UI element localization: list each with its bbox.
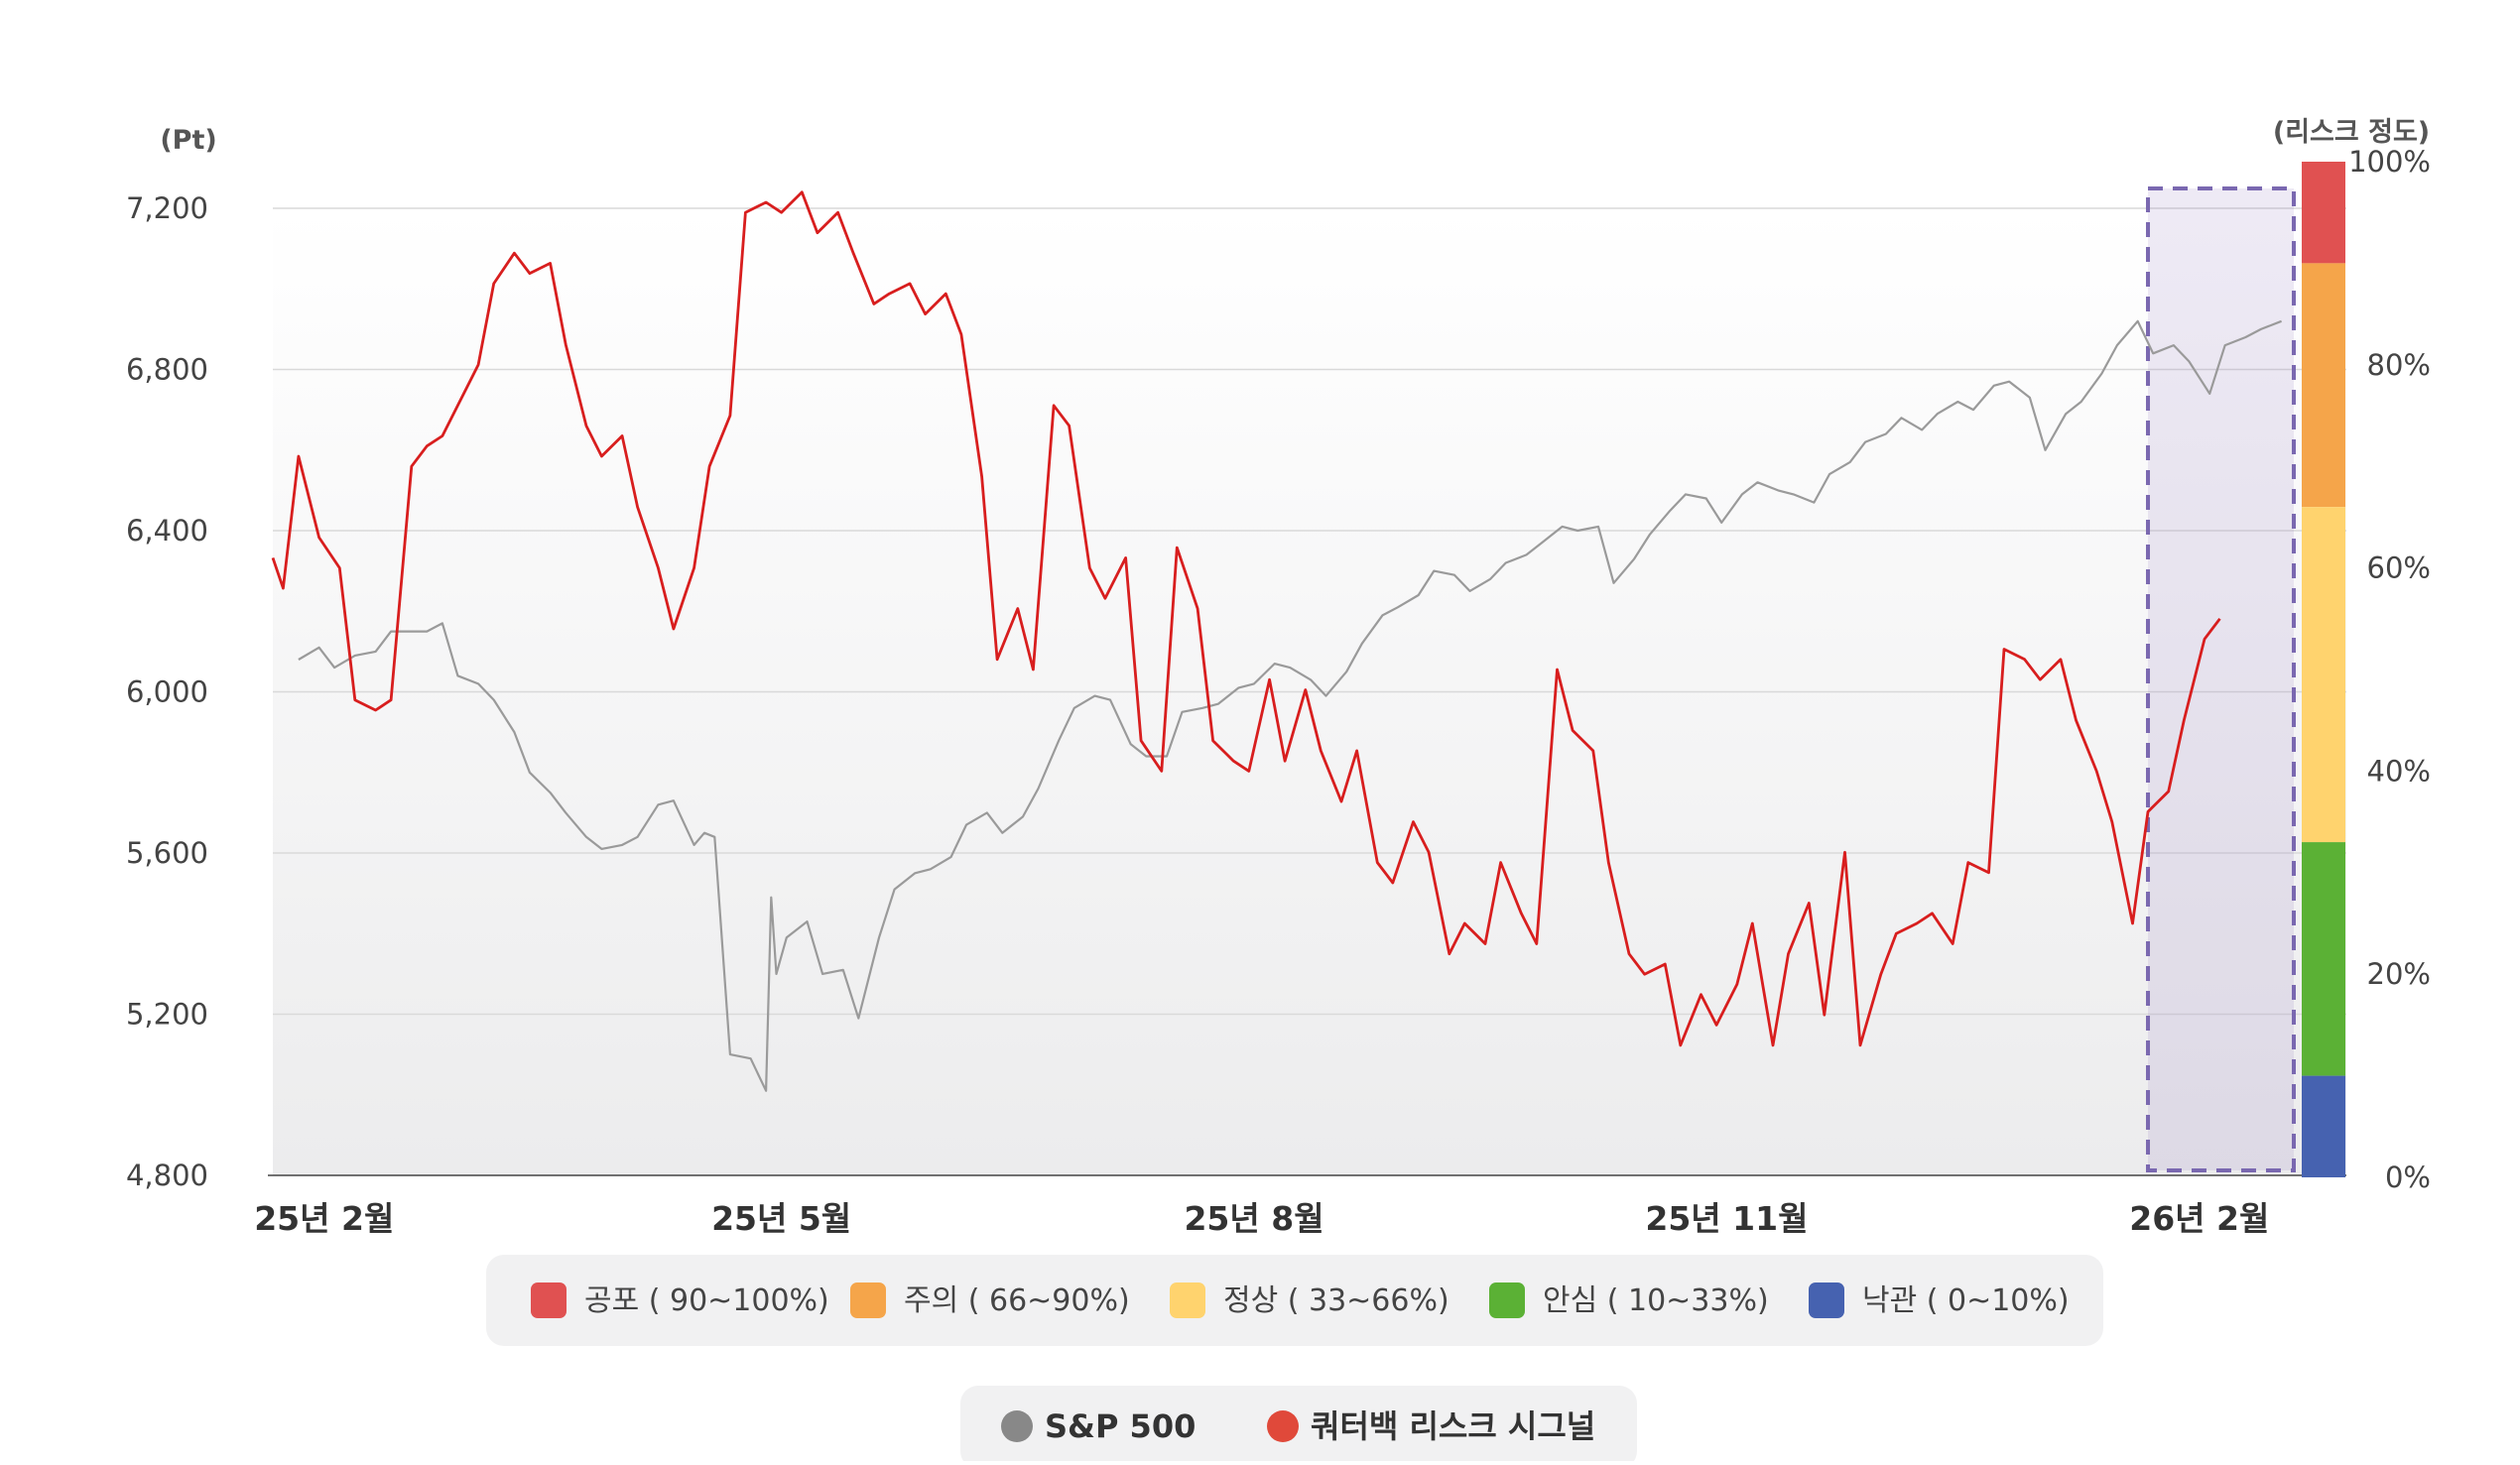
y-left-tick-label: 4,800 bbox=[126, 1159, 208, 1192]
risk-band-segment bbox=[2302, 263, 2345, 508]
y-right-tick-label: 100% bbox=[2348, 145, 2431, 179]
y-right-ticks: 100% 80% 60% 40% 20% 0% bbox=[2348, 145, 2431, 1194]
x-tick-label: 25년 5월 bbox=[711, 1199, 851, 1238]
band-legend-swatch bbox=[1809, 1282, 1844, 1318]
highlight-box bbox=[2146, 186, 2296, 1172]
series-line bbox=[298, 319, 2283, 1092]
risk-band-segment bbox=[2302, 162, 2345, 264]
band-legend-label: 주의 ( 66~90%) bbox=[904, 1283, 1130, 1318]
highlight-region bbox=[2146, 186, 2296, 1172]
band-legend-label: 정상 ( 33~66%) bbox=[1223, 1283, 1449, 1318]
band-legend-label: 공포 ( 90~100%) bbox=[584, 1283, 829, 1318]
band-legend-label: 안심 ( 10~33%) bbox=[1543, 1283, 1769, 1318]
x-tick-label: 25년 8월 bbox=[1184, 1199, 1323, 1238]
series-line bbox=[271, 190, 2221, 1047]
series-legend-dot bbox=[1267, 1410, 1299, 1442]
y-left-tick-label: 7,200 bbox=[126, 191, 208, 225]
y-right-tick-label: 0% bbox=[2385, 1160, 2431, 1194]
series-legend-label: S&P 500 bbox=[1045, 1407, 1196, 1445]
risk-band-segment bbox=[2302, 842, 2345, 1076]
y-left-ticks: 7,200 6,800 6,400 6,000 5,600 5,200 4,800 bbox=[126, 191, 208, 1192]
series-legend-dot bbox=[1001, 1410, 1033, 1442]
series-legend: S&P 500 쿼터백 리스크 시그널 bbox=[1001, 1407, 1595, 1445]
series-lines bbox=[271, 190, 2283, 1092]
y-left-tick-label: 5,200 bbox=[126, 998, 208, 1032]
y-right-tick-label: 60% bbox=[2367, 551, 2431, 585]
x-tick-label: 25년 11월 bbox=[1645, 1199, 1808, 1238]
band-legend-box bbox=[486, 1255, 2103, 1346]
band-legend: 공포 ( 90~100%) 주의 ( 66~90%) 정상 ( 33~66%) 안심 … bbox=[531, 1282, 2070, 1318]
x-ticks: 25년 2월 25년 5월 25년 8월 25년 11월 26년 2월 bbox=[254, 1199, 2269, 1238]
y-left-unit: (Pt) bbox=[160, 125, 216, 156]
y-right-unit: (리스크 정도) bbox=[2273, 117, 2430, 148]
y-left-tick-label: 5,600 bbox=[126, 836, 208, 870]
y-left-tick-label: 6,000 bbox=[126, 675, 208, 709]
y-right-tick-label: 40% bbox=[2367, 754, 2431, 788]
grid-lines bbox=[273, 207, 2346, 1016]
risk-band-segment bbox=[2302, 507, 2345, 843]
x-tick-label: 25년 2월 bbox=[254, 1199, 394, 1238]
y-right-tick-label: 20% bbox=[2367, 957, 2431, 991]
y-left-tick-label: 6,400 bbox=[126, 514, 208, 548]
y-left-tick-label: 6,800 bbox=[126, 353, 208, 387]
risk-color-bar bbox=[2302, 162, 2345, 1177]
risk-band-segment bbox=[2302, 1075, 2345, 1177]
x-tick-label: 26년 2월 bbox=[2129, 1199, 2269, 1238]
series-legend-box bbox=[960, 1386, 1637, 1465]
band-legend-swatch bbox=[850, 1282, 886, 1318]
band-legend-swatch bbox=[531, 1282, 567, 1318]
band-legend-label: 낙관 ( 0~10%) bbox=[1862, 1283, 2070, 1318]
series-legend-label: 쿼터백 리스크 시그널 bbox=[1311, 1407, 1595, 1445]
band-legend-swatch bbox=[1489, 1282, 1525, 1318]
band-legend-swatch bbox=[1170, 1282, 1205, 1318]
y-right-tick-label: 80% bbox=[2367, 348, 2431, 382]
